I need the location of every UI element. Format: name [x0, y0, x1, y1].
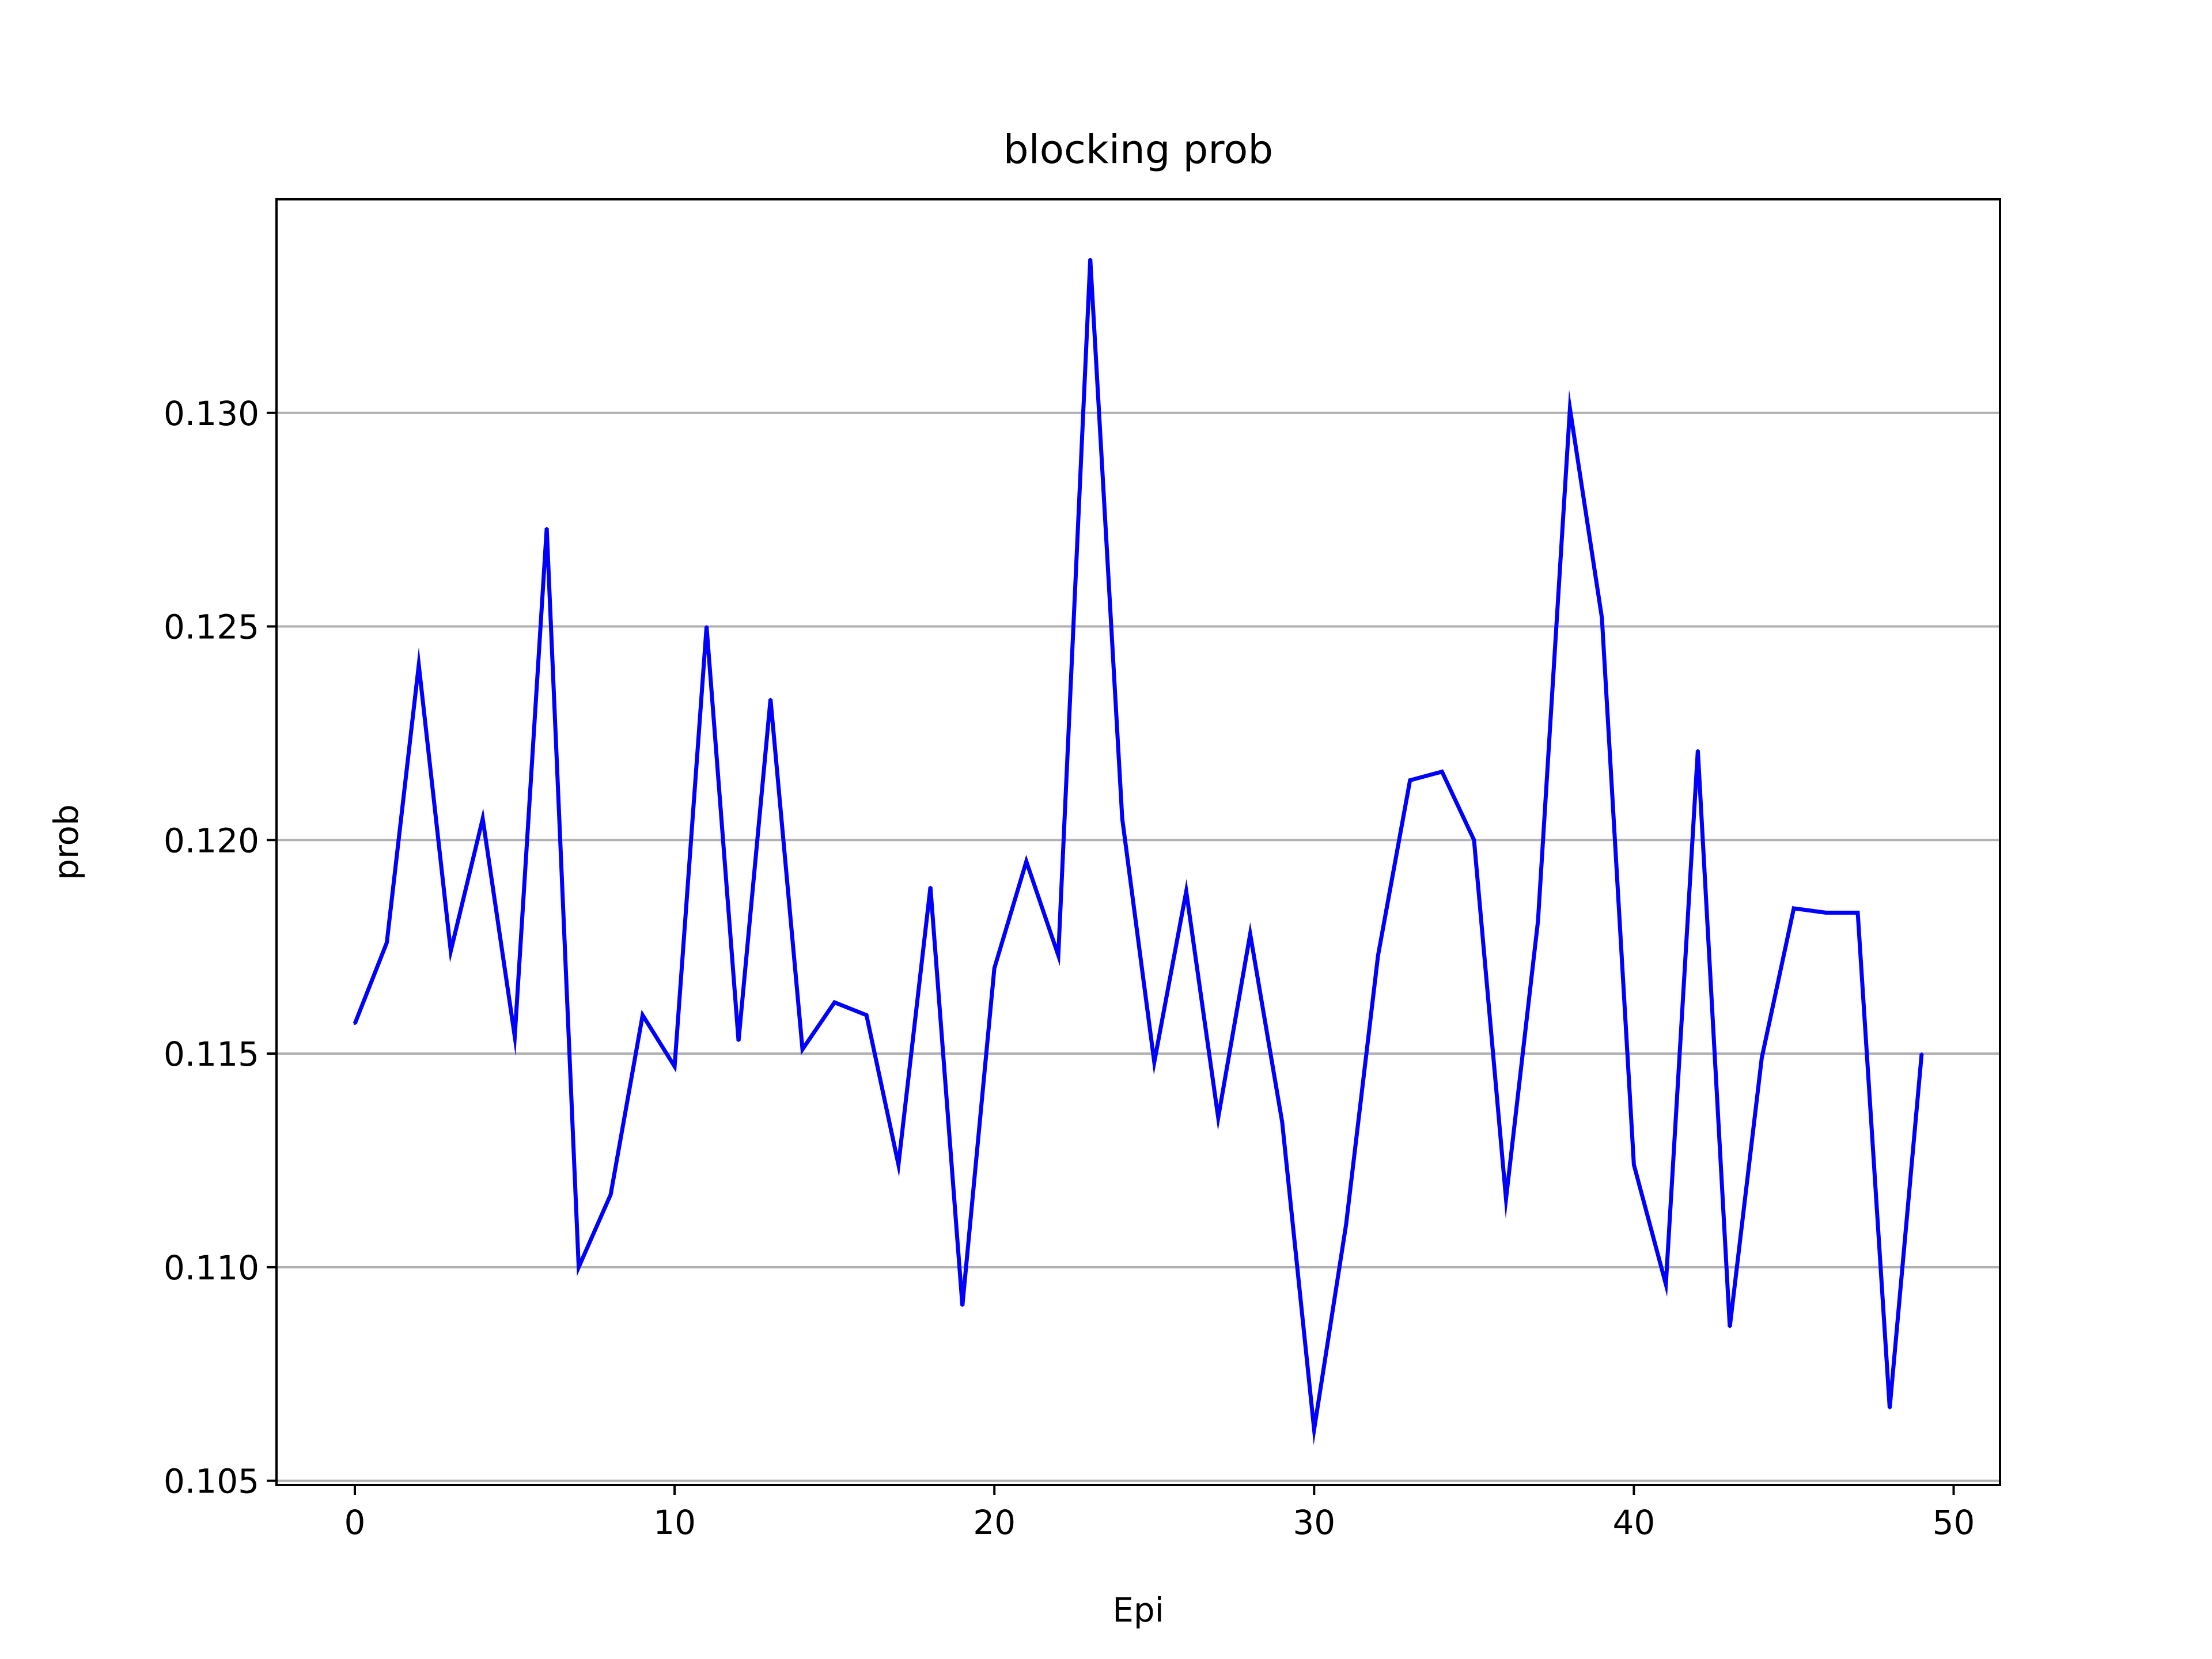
data-point-12 [737, 1039, 740, 1042]
x-tick-label-3: 30 [1293, 1503, 1335, 1542]
data-point-2 [418, 664, 420, 666]
y-axis-label: prob [47, 804, 86, 880]
x-tick-label-4: 40 [1613, 1503, 1656, 1542]
data-point-3 [449, 950, 452, 953]
data-point-37 [1536, 920, 1539, 923]
data-point-29 [1281, 1120, 1283, 1123]
data-point-49 [1921, 1052, 1923, 1055]
series-layer [353, 257, 1924, 1445]
data-point-15 [833, 1001, 836, 1004]
data-point-14 [801, 1048, 804, 1051]
data-point-46 [1824, 911, 1827, 914]
data-point-33 [1408, 779, 1411, 782]
y-tick-label-4: 0.125 [164, 608, 259, 647]
data-point-43 [1728, 1325, 1731, 1328]
data-point-17 [897, 1163, 900, 1166]
data-point-47 [1857, 911, 1859, 914]
y-gridlines [276, 411, 2000, 1482]
data-point-32 [1377, 954, 1380, 957]
data-point-21 [1025, 860, 1028, 863]
data-point-26 [1185, 890, 1188, 893]
series-line-0 [353, 259, 1924, 1445]
data-point-25 [1153, 1060, 1156, 1063]
data-point-27 [1217, 1116, 1219, 1119]
plot-frame [275, 198, 2001, 1486]
data-point-38 [1569, 407, 1571, 410]
data-point-16 [865, 1014, 868, 1017]
data-point-41 [1664, 1283, 1667, 1286]
data-point-4 [482, 817, 484, 820]
data-point-35 [1472, 839, 1475, 842]
x-tick-label-0: 0 [344, 1503, 366, 1542]
data-point-45 [1793, 907, 1795, 910]
x-axis: 0 10 20 30 40 50 [344, 1485, 1975, 1542]
data-point-31 [1344, 1223, 1347, 1226]
data-point-48 [1888, 1407, 1891, 1410]
data-point-42 [1696, 749, 1699, 752]
data-point-36 [1505, 1198, 1508, 1200]
data-point-0 [354, 1022, 356, 1025]
y-tick-label-1: 0.110 [164, 1248, 259, 1287]
x-tick-label-2: 20 [973, 1503, 1016, 1542]
data-point-18 [929, 885, 932, 888]
x-tick-label-1: 10 [653, 1503, 696, 1542]
data-point-10 [673, 1065, 676, 1068]
data-point-8 [609, 1193, 612, 1196]
data-point-6 [546, 527, 548, 529]
data-point-20 [993, 967, 996, 969]
data-point-30 [1313, 1428, 1316, 1431]
chart-title: blocking prob [1003, 127, 1273, 173]
data-point-39 [1600, 616, 1603, 619]
data-point-19 [961, 1304, 964, 1307]
data-point-13 [769, 698, 772, 700]
x-axis-label: Epi [1112, 1590, 1164, 1630]
data-point-44 [1760, 1056, 1763, 1059]
data-point-1 [385, 941, 388, 944]
y-tick-label-5: 0.130 [164, 394, 259, 433]
x-tick-label-5: 50 [1933, 1503, 1975, 1542]
data-point-40 [1633, 1163, 1635, 1166]
data-point-22 [1057, 954, 1060, 957]
data-point-23 [1089, 257, 1092, 260]
data-point-28 [1249, 933, 1252, 935]
data-point-9 [641, 1014, 644, 1017]
data-point-5 [513, 1035, 516, 1038]
data-point-11 [705, 625, 708, 628]
data-point-7 [577, 1266, 580, 1268]
y-tick-label-0: 0.105 [164, 1462, 259, 1501]
data-point-24 [1121, 817, 1124, 820]
y-tick-label-2: 0.115 [164, 1035, 259, 1074]
data-point-34 [1441, 770, 1444, 773]
y-axis: 0.105 0.110 0.115 0.120 0.125 0.130 [164, 394, 276, 1501]
y-tick-label-3: 0.120 [164, 821, 259, 860]
